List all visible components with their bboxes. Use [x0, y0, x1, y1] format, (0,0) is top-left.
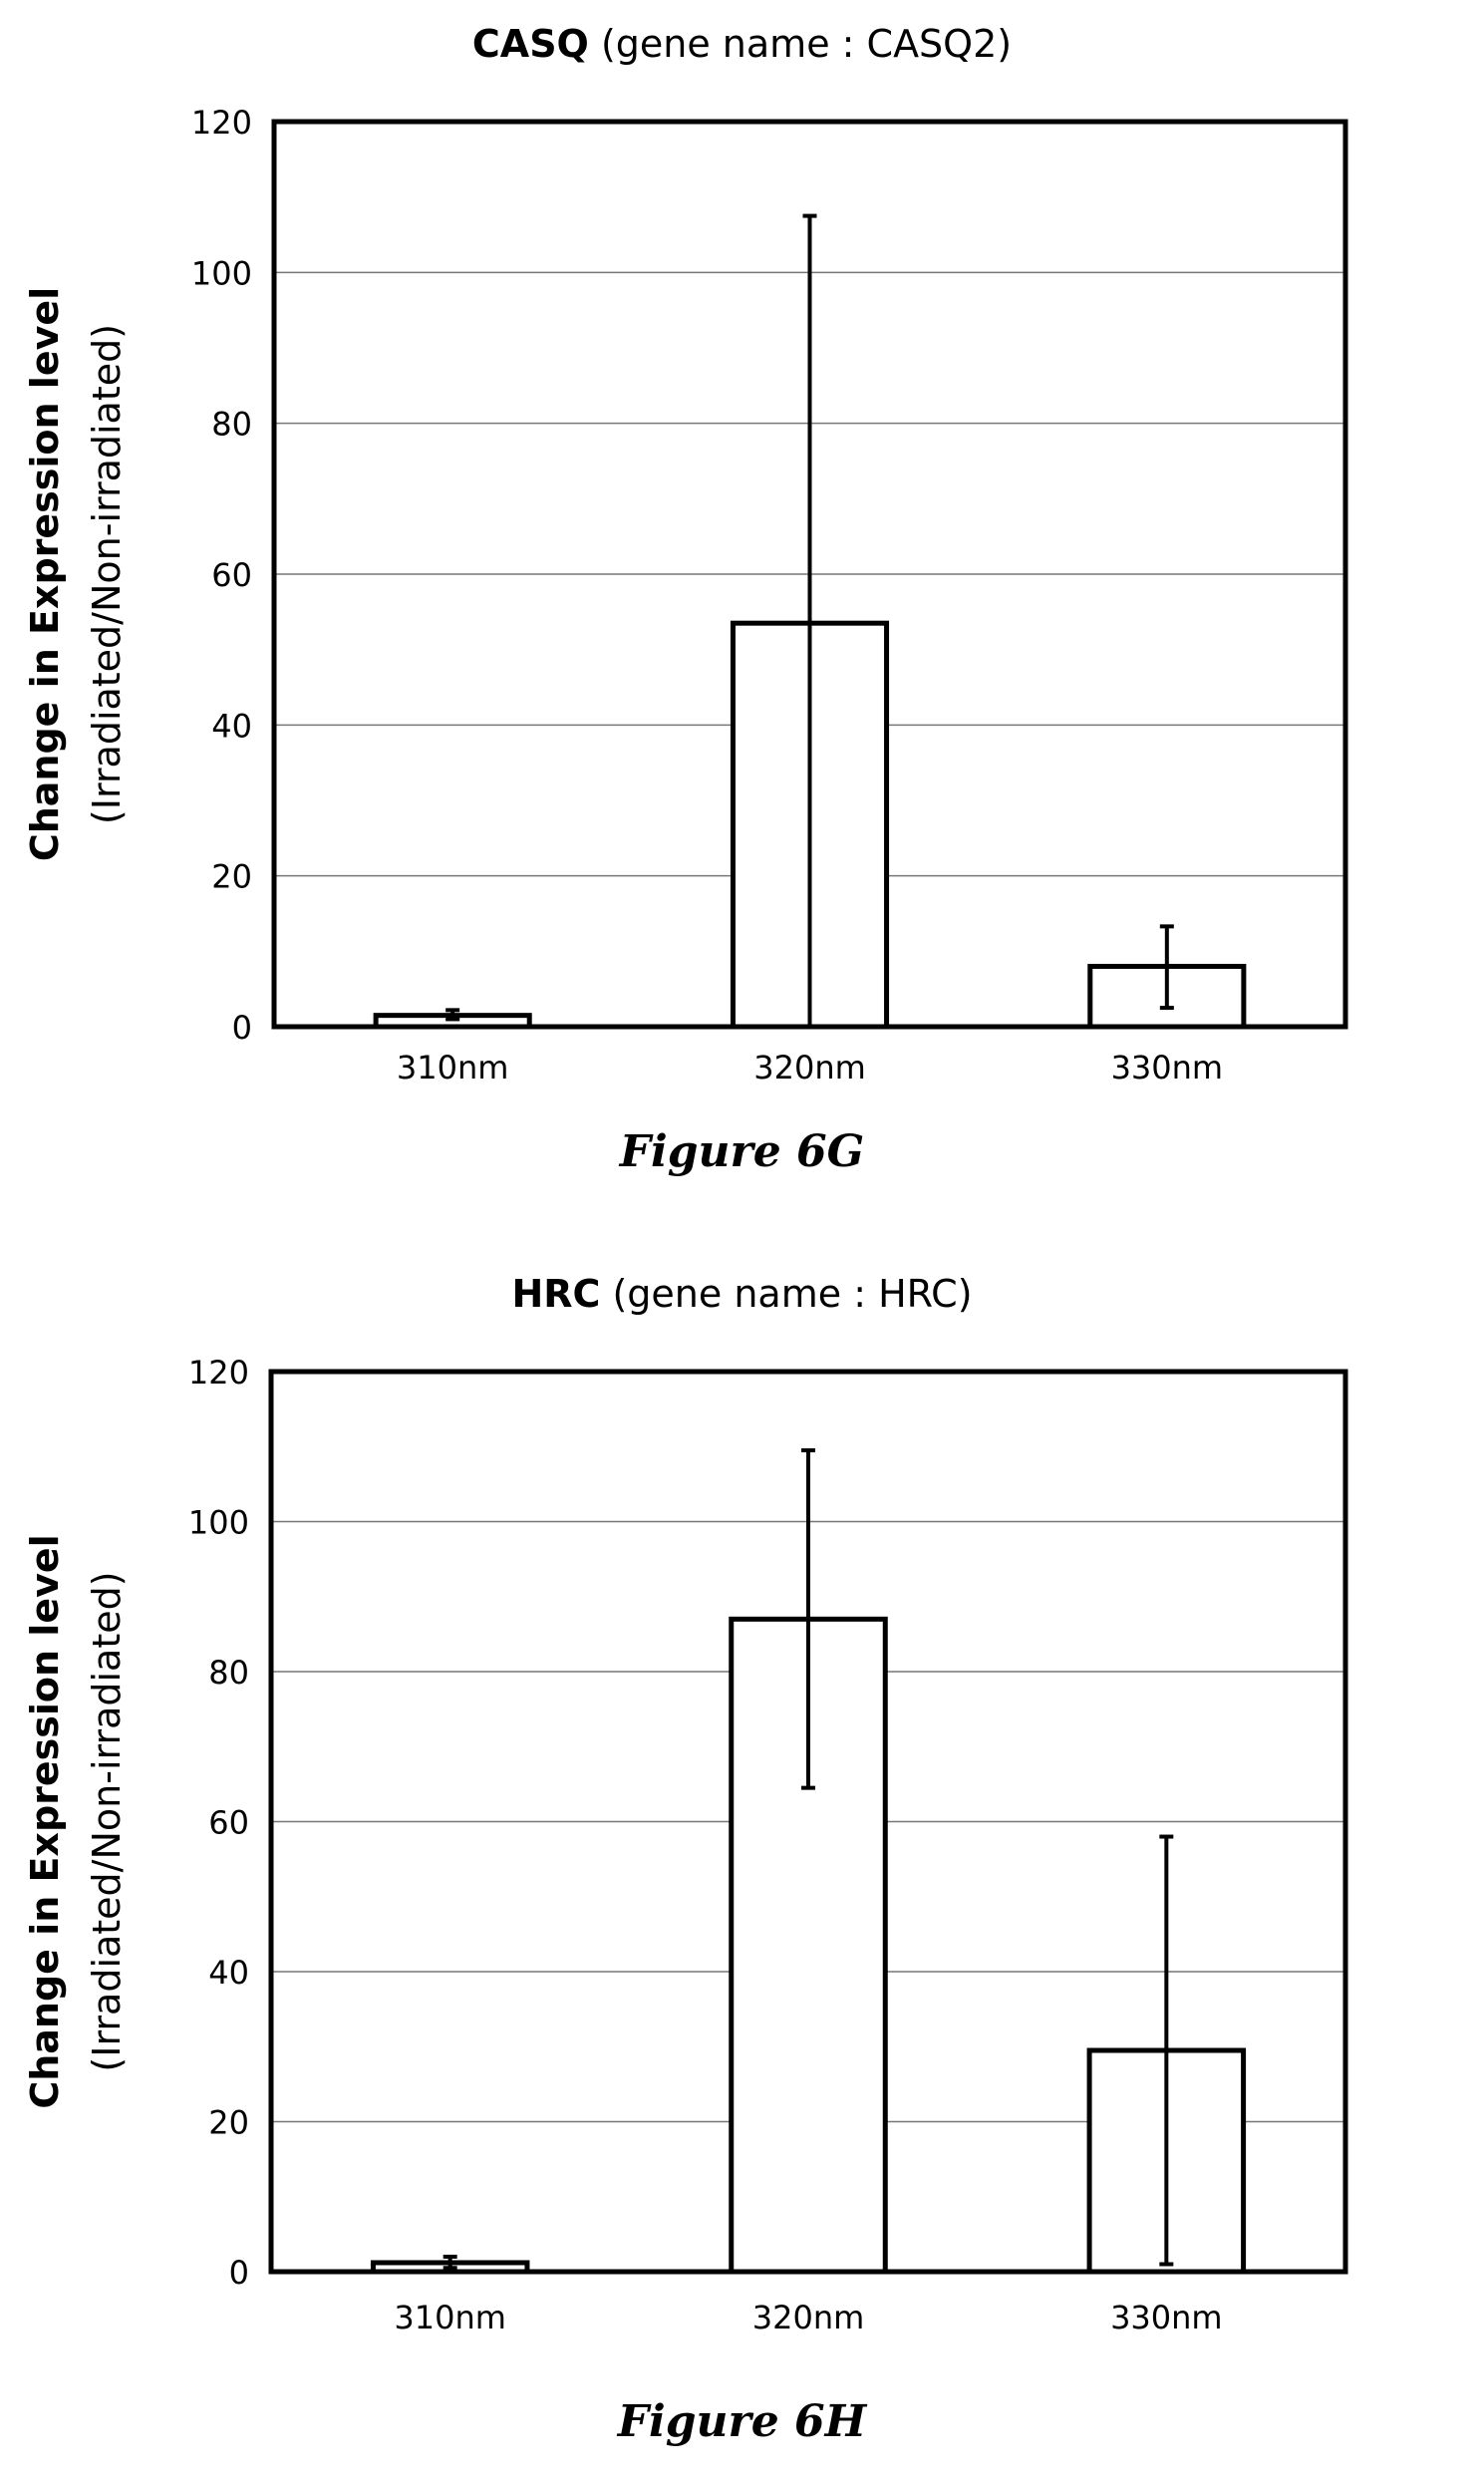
- x-tick-label: 310nm: [394, 2299, 506, 2336]
- x-tick-label: 330nm: [1110, 2299, 1223, 2336]
- chart-title-gene: HRC: [511, 1272, 601, 1316]
- y-axis-label: Change in Expression level: [23, 287, 67, 861]
- y-tick-label: 100: [191, 254, 252, 292]
- figure-caption: Figure 6H: [617, 2396, 867, 2447]
- y-tick-label: 60: [208, 1804, 249, 1842]
- chart-panel-hrc: HRC (gene name : HRC) 0 20 40 60 80 100 120 310…: [0, 1250, 1484, 2483]
- chart-panel-casq: CASQ (gene name : CASQ2) 0 20 40 60 80 100 120…: [0, 0, 1484, 1233]
- y-tick-label: 0: [229, 2254, 249, 2292]
- bar-chart-casq: 0 20 40 60 80 100 120 310nm 320nm 330nm Change in …: [23, 104, 1348, 1086]
- x-tick-label: 320nm: [753, 1049, 866, 1086]
- plot-frame: [268, 1369, 1348, 2275]
- x-tick-label: 310nm: [397, 1049, 509, 1086]
- y-axis-label: Change in Expression level: [23, 1534, 67, 2108]
- y-axis-label-sub: (Irradiated/Non-irradiated): [85, 1571, 129, 2071]
- y-axis-label-sub: (Irradiated/Non-irradiated): [85, 324, 129, 824]
- x-tick-label: 330nm: [1111, 1049, 1224, 1086]
- chart-title-gene: CASQ: [471, 22, 589, 66]
- y-tick-label: 40: [211, 707, 252, 745]
- y-tick-label: 80: [208, 1654, 249, 1692]
- y-tick-label: 20: [211, 858, 252, 896]
- y-tick-label: 100: [188, 1504, 249, 1542]
- chart-title-gene-name: (gene name : CASQ2): [588, 22, 1013, 66]
- figure-caption: Figure 6G: [619, 1126, 865, 1177]
- y-tick-label: 20: [208, 2104, 249, 2142]
- y-tick-label: 60: [211, 556, 252, 594]
- y-tick-label: 40: [208, 1954, 249, 1992]
- bar-chart-hrc: 0 20 40 60 80 100 120 310nm 320nm 330nm Change in …: [23, 1354, 1348, 2336]
- y-tick-label: 80: [211, 406, 252, 444]
- x-tick-label: 320nm: [752, 2299, 865, 2336]
- chart-title-gene-name: (gene name : HRC): [600, 1272, 973, 1316]
- chart-title: CASQ (gene name : CASQ2): [0, 22, 1484, 66]
- chart-title: HRC (gene name : HRC): [0, 1272, 1484, 1316]
- y-tick-label: 0: [232, 1009, 252, 1047]
- plot-frame: [271, 119, 1348, 1030]
- y-tick-label: 120: [188, 1354, 249, 1392]
- y-tick-label: 120: [191, 104, 252, 142]
